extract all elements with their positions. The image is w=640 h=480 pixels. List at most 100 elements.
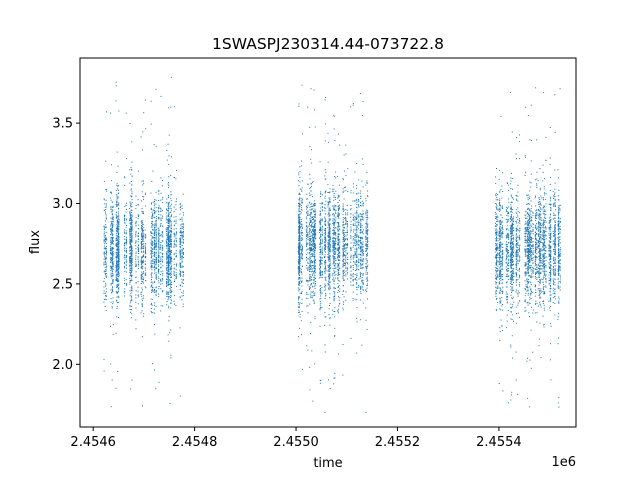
data-point <box>106 188 107 190</box>
data-point <box>175 263 177 265</box>
data-point <box>298 297 300 299</box>
data-point <box>298 251 300 253</box>
data-point <box>104 292 106 294</box>
data-point <box>106 254 107 256</box>
data-point <box>112 282 114 284</box>
data-point <box>345 273 347 275</box>
data-point <box>158 265 160 267</box>
data-point <box>313 302 315 304</box>
data-point <box>131 285 133 287</box>
data-point <box>175 216 177 218</box>
data-point <box>338 221 340 223</box>
data-point <box>350 274 352 276</box>
data-point <box>360 299 362 301</box>
data-point <box>309 246 311 248</box>
data-point <box>124 205 126 207</box>
data-point <box>181 205 183 207</box>
data-point <box>298 252 300 254</box>
data-point <box>130 240 132 242</box>
data-point <box>312 236 314 238</box>
data-point <box>158 238 160 240</box>
data-point <box>311 254 313 256</box>
data-point <box>118 251 120 253</box>
data-point <box>345 231 347 233</box>
data-point <box>356 222 358 224</box>
data-point <box>313 251 315 252</box>
data-point <box>138 248 139 250</box>
data-point <box>161 249 163 251</box>
data-point <box>299 171 301 173</box>
data-point <box>343 227 345 228</box>
data-point <box>152 213 154 215</box>
data-point <box>343 274 345 276</box>
data-point <box>299 266 301 268</box>
data-point <box>301 281 303 283</box>
data-point <box>327 287 329 289</box>
data-point <box>312 256 314 258</box>
data-point <box>141 149 143 151</box>
data-point <box>320 224 322 226</box>
data-point <box>322 241 323 243</box>
data-point <box>105 262 107 264</box>
data-point <box>329 249 331 251</box>
data-point <box>342 207 344 209</box>
data-point <box>137 244 139 246</box>
data-point <box>329 258 331 260</box>
data-point <box>307 106 309 108</box>
data-point <box>309 257 311 259</box>
data-point <box>313 256 315 257</box>
data-point <box>154 212 156 214</box>
data-point <box>158 236 160 238</box>
data-point <box>350 242 352 244</box>
data-point <box>362 214 364 215</box>
data-point <box>131 223 132 225</box>
data-point <box>173 233 175 235</box>
data-point <box>117 249 118 251</box>
data-point <box>360 221 362 223</box>
data-point <box>169 253 171 255</box>
data-point <box>117 231 119 233</box>
data-point <box>125 233 127 235</box>
data-point <box>181 217 183 219</box>
data-point <box>155 266 157 268</box>
data-point <box>111 258 113 260</box>
data-point <box>155 210 157 212</box>
data-point <box>173 295 175 297</box>
data-point <box>300 334 302 336</box>
data-point <box>342 274 344 276</box>
data-point <box>319 285 321 287</box>
data-point <box>111 260 113 261</box>
data-point <box>123 266 125 268</box>
data-point <box>299 247 301 249</box>
data-point <box>131 248 133 250</box>
data-point <box>131 217 132 219</box>
data-point <box>168 250 170 252</box>
data-point <box>311 262 313 264</box>
data-point <box>158 252 160 254</box>
data-point <box>312 204 314 206</box>
data-point <box>170 260 172 262</box>
data-point <box>166 295 168 297</box>
data-point <box>298 226 300 228</box>
data-point <box>179 252 181 254</box>
data-point <box>110 208 112 210</box>
data-point <box>135 266 137 267</box>
data-point <box>123 277 125 279</box>
data-point <box>118 248 120 250</box>
data-point <box>155 237 157 239</box>
data-point <box>155 259 157 261</box>
data-point <box>300 257 302 259</box>
data-point <box>166 229 168 230</box>
data-point <box>311 244 313 246</box>
data-point <box>352 224 354 226</box>
data-point <box>170 299 172 301</box>
data-point <box>356 229 358 231</box>
data-point <box>335 233 337 235</box>
data-point <box>342 238 344 240</box>
data-point <box>145 99 146 101</box>
data-point <box>365 271 367 273</box>
data-point <box>131 191 133 193</box>
data-point <box>360 274 362 276</box>
data-point <box>342 224 344 226</box>
data-point <box>151 289 153 291</box>
